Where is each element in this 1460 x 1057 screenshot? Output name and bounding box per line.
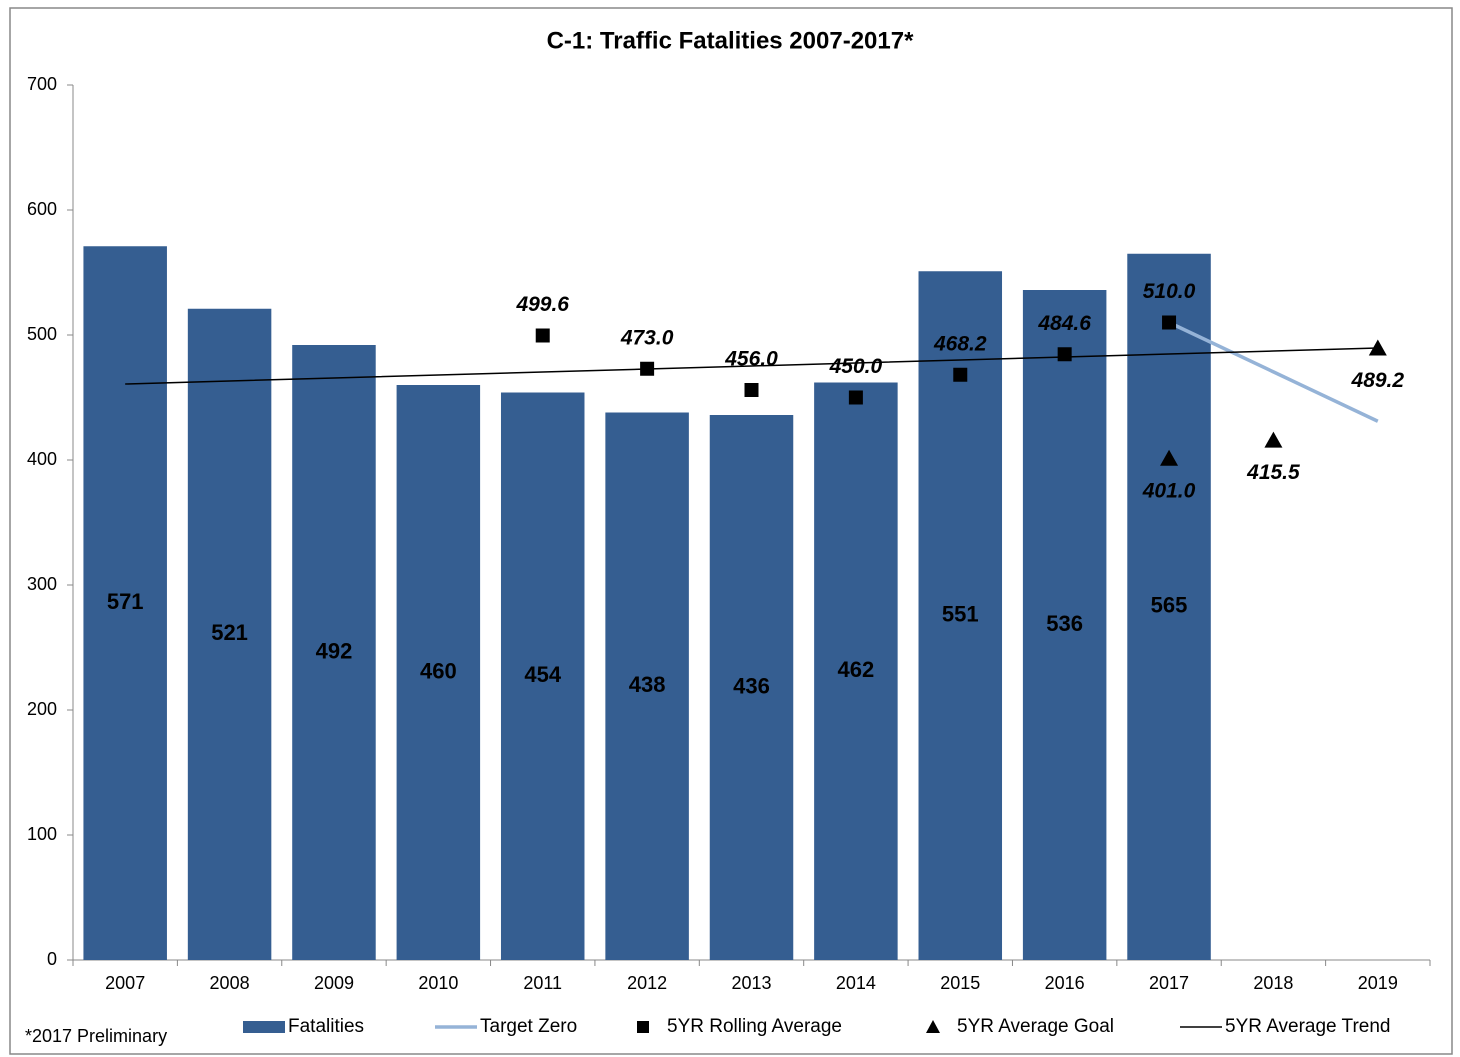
y-tick-label: 600 xyxy=(27,199,57,219)
x-tick-label: 2014 xyxy=(836,973,876,993)
square-marker xyxy=(848,390,863,405)
point-label: 415.5 xyxy=(1246,461,1300,484)
chart-title: C-1: Traffic Fatalities 2007-2017* xyxy=(547,27,915,54)
x-tick-label: 2013 xyxy=(731,973,771,993)
bar-label: 436 xyxy=(733,673,770,698)
legend-label: 5YR Average Trend xyxy=(1225,1016,1390,1037)
bar xyxy=(500,392,585,960)
square-marker xyxy=(744,383,759,397)
y-tick-label: 0 xyxy=(47,949,57,969)
point-label: 499.6 xyxy=(515,293,569,316)
bar-label: 521 xyxy=(211,620,248,645)
x-tick-label: 2012 xyxy=(627,973,667,993)
legend-label: Fatalities xyxy=(288,1016,364,1037)
bar xyxy=(1127,253,1211,960)
point-label: 468.2 xyxy=(933,332,987,355)
legend-label: 5YR Average Goal xyxy=(957,1016,1114,1037)
bar xyxy=(292,345,376,960)
line xyxy=(1168,320,1379,423)
point-label: 473.0 xyxy=(620,326,674,349)
bar xyxy=(1022,290,1107,960)
point-label: 484.6 xyxy=(1037,312,1091,335)
x-tick-label: 2015 xyxy=(940,973,980,993)
x-tick-label: 2010 xyxy=(418,973,458,993)
bar xyxy=(814,382,898,960)
point-label: 510.0 xyxy=(1143,280,1196,303)
point-label: 489.2 xyxy=(1351,369,1405,392)
legend-swatch xyxy=(637,1021,649,1033)
y-tick-label: 500 xyxy=(27,324,57,344)
x-tick-label: 2017 xyxy=(1149,973,1189,993)
point-label: 450.0 xyxy=(829,355,883,378)
bar-label: 536 xyxy=(1046,611,1083,636)
bar-label: 571 xyxy=(107,589,144,614)
bar-label: 565 xyxy=(1151,593,1188,618)
bar xyxy=(709,415,794,960)
legend-label: Target Zero xyxy=(480,1016,577,1037)
bar-label: 454 xyxy=(524,662,561,687)
legend-label: 5YR Rolling Average xyxy=(667,1016,842,1037)
triangle-marker xyxy=(1368,339,1387,356)
bar xyxy=(396,385,481,960)
legend-swatch xyxy=(926,1020,940,1033)
y-tick-label: 400 xyxy=(27,449,57,469)
y-tick-label: 100 xyxy=(27,824,57,844)
bar-label: 438 xyxy=(629,672,666,697)
x-tick-label: 2008 xyxy=(210,973,250,993)
y-tick-label: 200 xyxy=(27,699,57,719)
x-tick-label: 2007 xyxy=(105,973,145,993)
x-tick-label: 2018 xyxy=(1253,973,1293,993)
bar xyxy=(83,246,167,960)
footnote: *2017 Preliminary xyxy=(25,1026,167,1046)
point-label: 456.0 xyxy=(724,348,778,371)
bar-label: 460 xyxy=(420,658,457,683)
bar xyxy=(187,308,272,960)
point-label: 401.0 xyxy=(1142,479,1196,502)
square-marker xyxy=(535,328,550,343)
line xyxy=(125,347,1378,385)
bar xyxy=(918,271,1003,960)
square-marker xyxy=(1162,315,1177,330)
bar-label: 551 xyxy=(942,601,979,626)
x-tick-label: 2009 xyxy=(314,973,354,993)
triangle-marker xyxy=(1264,431,1283,448)
bar-label: 462 xyxy=(838,657,875,682)
square-marker xyxy=(1057,347,1072,362)
y-tick-label: 700 xyxy=(27,74,57,94)
x-tick-label: 2011 xyxy=(523,973,562,993)
square-marker xyxy=(953,367,968,382)
bar-label: 492 xyxy=(316,638,353,663)
y-tick-label: 300 xyxy=(27,574,57,594)
x-tick-label: 2019 xyxy=(1358,973,1398,993)
legend-swatch xyxy=(243,1021,285,1033)
triangle-marker xyxy=(1160,449,1179,466)
bar xyxy=(605,412,689,960)
x-tick-label: 2016 xyxy=(1045,973,1085,993)
